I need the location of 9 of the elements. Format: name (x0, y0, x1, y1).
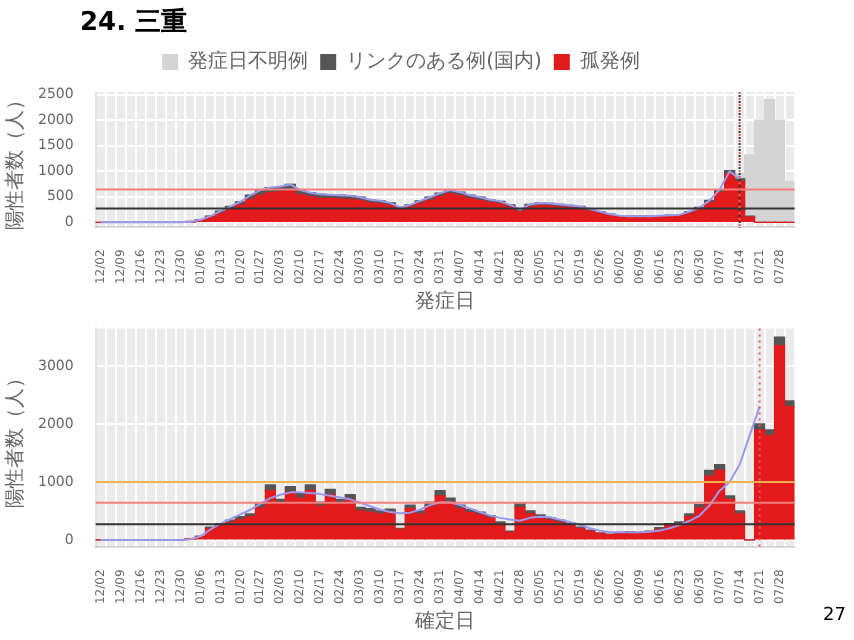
y-axis-title: 陽性者数（人） (3, 367, 28, 508)
legend-label: 発症日不明例 (188, 49, 309, 74)
x-axis-title: 発症日 (415, 289, 476, 314)
chart-title: 24. 三重 (80, 5, 188, 40)
legend-label: 孤発例 (579, 49, 640, 74)
x-axis-title: 確定日 (413, 609, 476, 634)
legend-label: リンクのある例(国内) (346, 49, 542, 74)
y-axis-title: 陽性者数（人） (3, 89, 28, 230)
text: 27 (823, 606, 846, 626)
